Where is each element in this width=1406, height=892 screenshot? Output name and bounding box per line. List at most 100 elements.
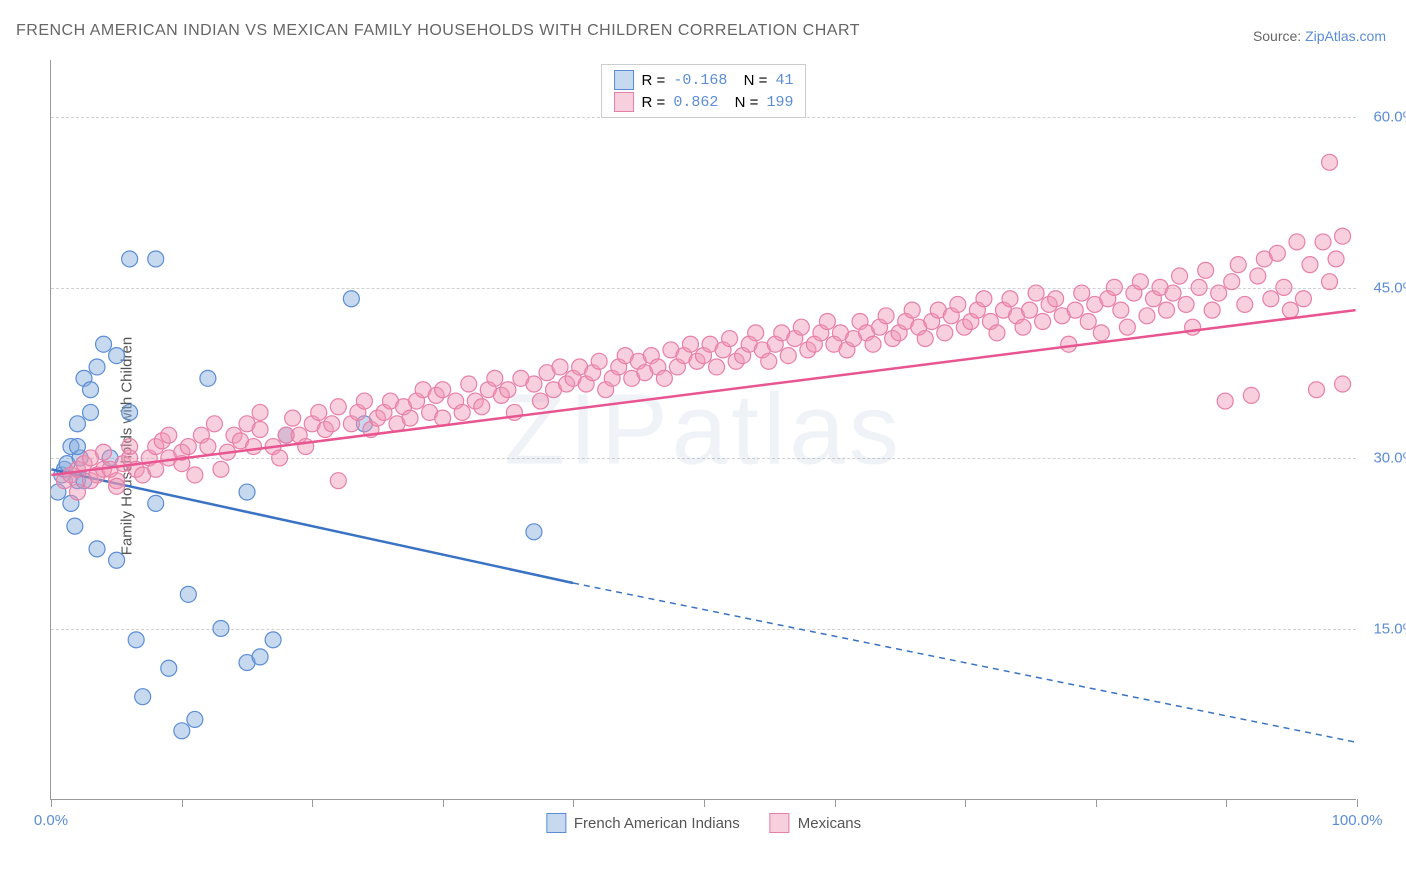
x-tick bbox=[51, 799, 52, 807]
scatter-point bbox=[180, 439, 196, 455]
x-tick bbox=[443, 799, 444, 807]
scatter-point bbox=[1106, 279, 1122, 295]
source-prefix: Source: bbox=[1253, 28, 1305, 44]
scatter-point bbox=[252, 422, 268, 438]
chart-title: FRENCH AMERICAN INDIAN VS MEXICAN FAMILY… bbox=[16, 22, 860, 40]
scatter-point bbox=[1048, 291, 1064, 307]
scatter-point bbox=[435, 382, 451, 398]
scatter-point bbox=[761, 353, 777, 369]
scatter-point bbox=[1204, 302, 1220, 318]
correlation-legend: R = -0.168 N = 41 R = 0.862 N = 199 bbox=[601, 64, 807, 118]
legend-row-1: R = -0.168 N = 41 bbox=[614, 69, 794, 91]
scatter-point bbox=[500, 382, 516, 398]
scatter-point bbox=[1028, 285, 1044, 301]
scatter-point bbox=[1067, 302, 1083, 318]
scatter-point bbox=[265, 632, 281, 648]
scatter-point bbox=[1015, 319, 1031, 335]
regression-line bbox=[51, 310, 1355, 475]
scatter-point bbox=[187, 467, 203, 483]
x-tick bbox=[704, 799, 705, 807]
scatter-point bbox=[69, 484, 85, 500]
scatter-point bbox=[1191, 279, 1207, 295]
scatter-point bbox=[552, 359, 568, 375]
scatter-point bbox=[1061, 336, 1077, 352]
scatter-point bbox=[83, 404, 99, 420]
scatter-point bbox=[122, 251, 138, 267]
legend-n-label: N = bbox=[735, 72, 767, 89]
x-tick-label: 100.0% bbox=[1332, 812, 1383, 829]
legend-item-2: Mexicans bbox=[770, 813, 861, 833]
legend-label-1: French American Indians bbox=[574, 815, 740, 832]
scatter-point bbox=[937, 325, 953, 341]
scatter-point bbox=[122, 439, 138, 455]
scatter-point bbox=[1322, 154, 1338, 170]
source-link[interactable]: ZipAtlas.com bbox=[1305, 28, 1386, 44]
scatter-point bbox=[213, 620, 229, 636]
scatter-point bbox=[402, 410, 418, 426]
legend-swatch-b1 bbox=[546, 813, 566, 833]
scatter-point bbox=[1309, 382, 1325, 398]
scatter-point bbox=[1322, 274, 1338, 290]
legend-swatch-b2 bbox=[770, 813, 790, 833]
scatter-point bbox=[793, 319, 809, 335]
scatter-point bbox=[272, 450, 288, 466]
scatter-point bbox=[1237, 296, 1253, 312]
scatter-point bbox=[69, 439, 85, 455]
scatter-point bbox=[69, 416, 85, 432]
scatter-point bbox=[591, 353, 607, 369]
scatter-point bbox=[1002, 291, 1018, 307]
scatter-point bbox=[109, 552, 125, 568]
scatter-point bbox=[1172, 268, 1188, 284]
scatter-point bbox=[454, 404, 470, 420]
x-tick bbox=[965, 799, 966, 807]
regression-line bbox=[51, 469, 573, 583]
scatter-point bbox=[976, 291, 992, 307]
scatter-point bbox=[780, 348, 796, 364]
legend-r-label: R = bbox=[642, 94, 666, 111]
scatter-point bbox=[187, 711, 203, 727]
scatter-point bbox=[474, 399, 490, 415]
scatter-point bbox=[324, 416, 340, 432]
x-tick bbox=[1226, 799, 1227, 807]
scatter-point bbox=[213, 461, 229, 477]
x-tick bbox=[835, 799, 836, 807]
scatter-point bbox=[148, 495, 164, 511]
scatter-point bbox=[356, 393, 372, 409]
scatter-point bbox=[148, 251, 164, 267]
scatter-point bbox=[950, 296, 966, 312]
legend-swatch-1 bbox=[614, 70, 634, 90]
scatter-point bbox=[1022, 302, 1038, 318]
scatter-point bbox=[83, 382, 99, 398]
scatter-point bbox=[1132, 274, 1148, 290]
scatter-point bbox=[96, 444, 112, 460]
scatter-point bbox=[1080, 314, 1096, 330]
scatter-point bbox=[206, 416, 222, 432]
y-tick-label: 30.0% bbox=[1373, 450, 1406, 467]
scatter-point bbox=[461, 376, 477, 392]
scatter-point bbox=[878, 308, 894, 324]
scatter-point bbox=[96, 336, 112, 352]
legend-r-value-2: 0.862 bbox=[673, 94, 718, 111]
x-tick bbox=[1357, 799, 1358, 807]
scatter-point bbox=[252, 649, 268, 665]
scatter-point bbox=[330, 399, 346, 415]
scatter-point bbox=[330, 473, 346, 489]
plot-area: ZIPatlas R = -0.168 N = 41 R = 0.862 N =… bbox=[50, 60, 1356, 800]
scatter-point bbox=[1269, 245, 1285, 261]
chart-container: FRENCH AMERICAN INDIAN VS MEXICAN FAMILY… bbox=[0, 0, 1406, 892]
scatter-point bbox=[1328, 251, 1344, 267]
scatter-point bbox=[1335, 228, 1351, 244]
scatter-point bbox=[1302, 257, 1318, 273]
scatter-point bbox=[1295, 291, 1311, 307]
scatter-point bbox=[1185, 319, 1201, 335]
scatter-point bbox=[174, 723, 190, 739]
scatter-point bbox=[1224, 274, 1240, 290]
source-attribution: Source: ZipAtlas.com bbox=[1253, 28, 1386, 44]
scatter-point bbox=[526, 376, 542, 392]
scatter-point bbox=[239, 484, 255, 500]
legend-swatch-2 bbox=[614, 92, 634, 112]
scatter-point bbox=[1243, 387, 1259, 403]
scatter-point bbox=[1250, 268, 1266, 284]
x-tick bbox=[1096, 799, 1097, 807]
scatter-point bbox=[122, 404, 138, 420]
